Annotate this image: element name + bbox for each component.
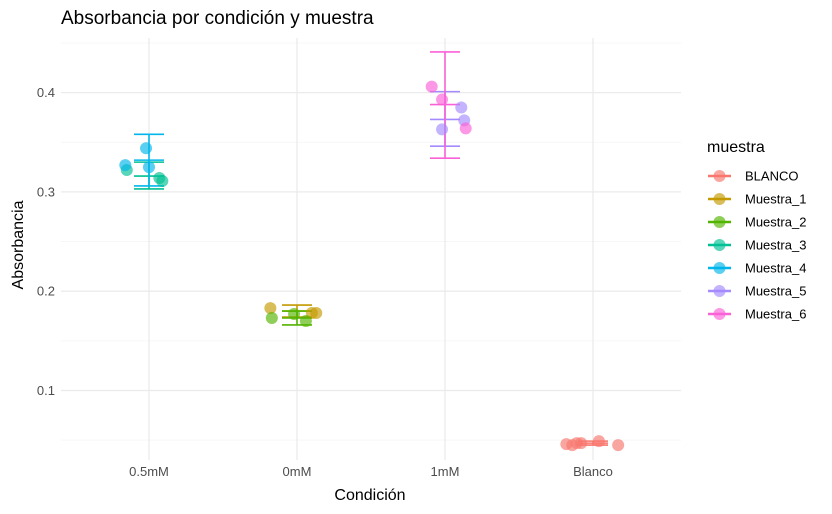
data-point [459, 122, 472, 135]
y-tick-label: 0.1 [37, 383, 55, 398]
x-tick-label: Blanco [573, 464, 613, 479]
y-tick-label: 0.3 [37, 184, 55, 199]
legend-item: Muestra_1 [708, 192, 806, 207]
legend-label: BLANCO [745, 169, 798, 184]
legend-key-point [713, 308, 726, 320]
y-tick-label: 0.4 [37, 85, 55, 100]
y-axis-title: Absorbancia [10, 200, 27, 289]
data-point [592, 435, 605, 448]
legend: muestra BLANCO Muestra_1 Muestra_2 Muestra_… [707, 139, 806, 322]
data-point [436, 93, 449, 106]
data-point [288, 308, 301, 321]
legend-item: Muestra_6 [708, 307, 806, 322]
legend-item: Muestra_5 [708, 284, 806, 299]
legend-item: Muestra_2 [708, 215, 806, 230]
legend-item: Muestra_4 [708, 261, 806, 276]
error-bar [134, 133, 164, 187]
legend-key-point [713, 170, 726, 182]
legend-title: muestra [707, 139, 765, 156]
legend-item: Muestra_3 [708, 238, 806, 253]
legend-key-point [713, 239, 726, 251]
x-axis-ticks: 0.5mM 0mM 1mM Blanco [129, 464, 613, 479]
x-axis-title: Condición [334, 487, 405, 504]
error-bars [134, 51, 608, 446]
data-point [299, 314, 312, 327]
x-tick-label: 0.5mM [129, 464, 169, 479]
legend-key-point [713, 216, 726, 228]
legend-label: Muestra_6 [745, 307, 806, 322]
legend-key-point [713, 262, 726, 274]
legend-label: Muestra_3 [745, 238, 806, 253]
data-point [143, 161, 155, 174]
y-axis-ticks: 0.1 0.2 0.3 0.4 [37, 85, 55, 398]
data-point [156, 174, 169, 187]
data-point [140, 142, 153, 155]
legend-label: Muestra_1 [745, 192, 806, 207]
legend-key-point [713, 193, 726, 205]
chart-title: Absorbancia por condición y muestra [61, 8, 374, 29]
legend-key-point [713, 285, 726, 297]
x-tick-label: 1mM [431, 464, 460, 479]
data-point [612, 439, 625, 452]
data-point [310, 307, 323, 320]
x-tick-label: 0mM [283, 464, 312, 479]
data-point [436, 123, 449, 136]
data-point [264, 302, 277, 315]
data-points [119, 80, 625, 452]
data-point [575, 437, 588, 450]
error-bar [430, 51, 460, 159]
data-point [425, 80, 438, 93]
grid [61, 38, 681, 460]
legend-label: Muestra_5 [745, 284, 806, 299]
data-point [265, 312, 278, 325]
data-point [455, 101, 468, 114]
legend-item: BLANCO [708, 169, 798, 184]
data-point [119, 159, 132, 172]
legend-label: Muestra_4 [745, 261, 806, 276]
y-tick-label: 0.2 [37, 284, 55, 299]
legend-label: Muestra_2 [745, 215, 806, 230]
